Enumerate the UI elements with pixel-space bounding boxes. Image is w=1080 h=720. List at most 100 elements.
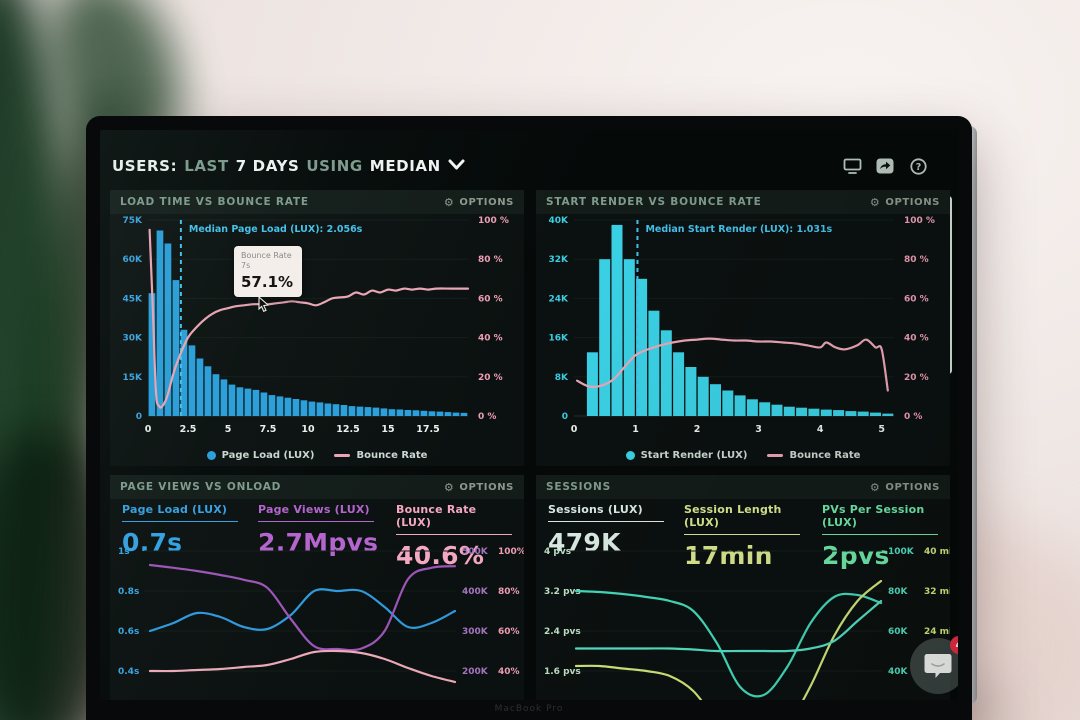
stat-label: Sessions (LUX) <box>548 503 664 522</box>
svg-text:80%: 80% <box>498 587 520 597</box>
svg-text:400K: 400K <box>462 587 489 597</box>
median-label: MEDIAN <box>369 157 441 175</box>
svg-text:60K: 60K <box>123 255 144 265</box>
help-icon[interactable]: ? <box>908 157 928 175</box>
svg-text:4: 4 <box>817 424 824 435</box>
svg-text:20 %: 20 % <box>478 373 503 383</box>
svg-text:0: 0 <box>562 412 568 422</box>
svg-text:40 %: 40 % <box>478 334 503 344</box>
series-line-page-load <box>148 588 457 633</box>
stat-block: Session Length (LUX) 17min <box>684 503 812 570</box>
svg-text:40K: 40K <box>888 667 909 677</box>
svg-text:4 pvs: 4 pvs <box>544 547 571 557</box>
panel-start-render-vs-bounce-rate: START RENDER VS BOUNCE RATE ⚙ OPTIONS Me… <box>536 190 950 466</box>
stat-value: 17min <box>684 541 773 570</box>
svg-text:60 %: 60 % <box>904 294 929 304</box>
panel-title: START RENDER VS BOUNCE RATE <box>546 196 762 208</box>
svg-text:20 %: 20 % <box>904 373 929 383</box>
chat-widget-button[interactable]: 4 <box>910 636 958 694</box>
share-icon[interactable] <box>875 157 895 175</box>
svg-text:12.5: 12.5 <box>336 424 359 435</box>
svg-text:100%: 100% <box>498 547 524 557</box>
svg-text:30K: 30K <box>123 334 144 344</box>
series-line-sessions <box>574 589 883 698</box>
svg-text:40 min: 40 min <box>924 547 950 557</box>
tooltip-title: Bounce Rate <box>241 251 292 260</box>
series-line-pvs-per-session <box>574 599 883 653</box>
stat-block: PVs Per Session (LUX) 2pvs <box>822 503 950 570</box>
days-label: 7 DAYS <box>235 157 300 175</box>
top-bar: USERS: LAST 7 DAYS USING MEDIAN ? <box>112 148 942 184</box>
legend-item[interactable]: Bounce Rate <box>767 450 860 461</box>
svg-text:2: 2 <box>694 424 701 435</box>
options-button[interactable]: ⚙ OPTIONS <box>443 195 514 209</box>
laptop-brand: MacBook Pro <box>494 704 564 714</box>
svg-text:3: 3 <box>755 424 762 435</box>
legend-item[interactable]: Start Render (LUX) <box>625 450 748 461</box>
stat-value: 2pvs <box>822 541 890 570</box>
metric-scope-dropdown[interactable]: USERS: LAST 7 DAYS USING MEDIAN <box>112 157 465 175</box>
stats-row: Sessions (LUX) 479K Session Length (LUX) 17… <box>546 503 942 570</box>
svg-text:0.6s: 0.6s <box>118 627 139 637</box>
svg-text:80 %: 80 % <box>478 255 503 265</box>
axis-labels: 4 pvs 3.2 pvs 2.4 pvs 1.6 pvs 100K 40 min 80K 3… <box>544 547 950 677</box>
legend-line-icon <box>334 454 351 457</box>
svg-text:45K: 45K <box>123 294 144 304</box>
legend-dot-icon <box>206 451 216 460</box>
stat-value: 0.7s <box>122 528 183 557</box>
stat-value: 40.6% <box>396 541 485 570</box>
svg-text:16K: 16K <box>549 334 570 344</box>
options-button[interactable]: ⚙ OPTIONS <box>869 195 940 209</box>
svg-text:100 %: 100 % <box>478 216 509 226</box>
svg-text:60 %: 60 % <box>478 294 503 304</box>
svg-text:500K: 500K <box>462 547 489 557</box>
svg-text:15: 15 <box>381 424 394 435</box>
options-button[interactable]: ⚙ OPTIONS <box>869 480 940 494</box>
svg-text:80K: 80K <box>888 587 909 597</box>
chat-bubble-icon <box>924 654 952 678</box>
legend-label: Start Render (LUX) <box>640 450 748 461</box>
svg-text:40K: 40K <box>549 216 570 226</box>
gear-icon: ⚙ <box>443 480 455 494</box>
tooltip-value: 57.1% <box>241 272 294 291</box>
svg-text:?: ? <box>915 162 921 173</box>
sessions-chart: 4 pvs 3.2 pvs 2.4 pvs 1.6 pvs 100K 40 min 80K 3… <box>536 499 950 700</box>
gear-icon: ⚙ <box>443 195 455 209</box>
options-button[interactable]: ⚙ OPTIONS <box>443 480 514 494</box>
monitor-icon[interactable] <box>842 157 862 175</box>
using-label: USING <box>306 157 363 175</box>
svg-text:5: 5 <box>225 424 232 435</box>
series-line-session-length <box>574 579 883 700</box>
panel-title: PAGE VIEWS VS ONLOAD <box>120 481 282 493</box>
svg-text:10: 10 <box>301 424 315 435</box>
svg-text:1.6 pvs: 1.6 pvs <box>544 667 581 677</box>
legend-line-icon <box>767 454 784 457</box>
svg-text:75K: 75K <box>123 216 144 226</box>
panel-header: SESSIONS ⚙ OPTIONS <box>536 475 950 499</box>
svg-text:0 %: 0 % <box>904 412 922 422</box>
svg-text:0: 0 <box>145 424 152 435</box>
legend-label: Bounce Rate <box>789 450 861 461</box>
svg-text:0.8s: 0.8s <box>118 587 139 597</box>
svg-text:300K: 300K <box>462 627 489 637</box>
panel-page-views-vs-onload: PAGE VIEWS VS ONLOAD ⚙ OPTIONS Page Load… <box>110 475 524 700</box>
legend-item[interactable]: Page Load (LUX) <box>206 450 314 461</box>
gear-icon: ⚙ <box>869 480 881 494</box>
svg-text:17.5: 17.5 <box>416 424 439 435</box>
chevron-down-icon <box>448 157 465 175</box>
stat-label: Page Load (LUX) <box>122 503 238 522</box>
svg-text:1: 1 <box>632 424 639 435</box>
svg-text:24 min: 24 min <box>924 627 950 637</box>
gear-icon: ⚙ <box>869 195 881 209</box>
axis-labels: 1s 0.8s 0.6s 0.4s 500K 100% 400K 80% 300K 60% 200K… <box>118 547 524 677</box>
legend-item[interactable]: Bounce Rate <box>334 450 427 461</box>
grid-lines <box>148 219 468 417</box>
stat-block: Page Load (LUX) 0.7s <box>122 503 250 557</box>
svg-text:80 %: 80 % <box>904 255 929 265</box>
panel-header: LOAD TIME VS BOUNCE RATE ⚙ OPTIONS <box>110 190 524 214</box>
bounce-rate-line <box>148 228 470 409</box>
median-label: Median Page Load (LUX): 2.056s <box>189 224 363 235</box>
svg-text:15K: 15K <box>123 373 144 383</box>
svg-text:60K: 60K <box>888 627 909 637</box>
median-label: Median Start Render (LUX): 1.031s <box>645 224 832 235</box>
